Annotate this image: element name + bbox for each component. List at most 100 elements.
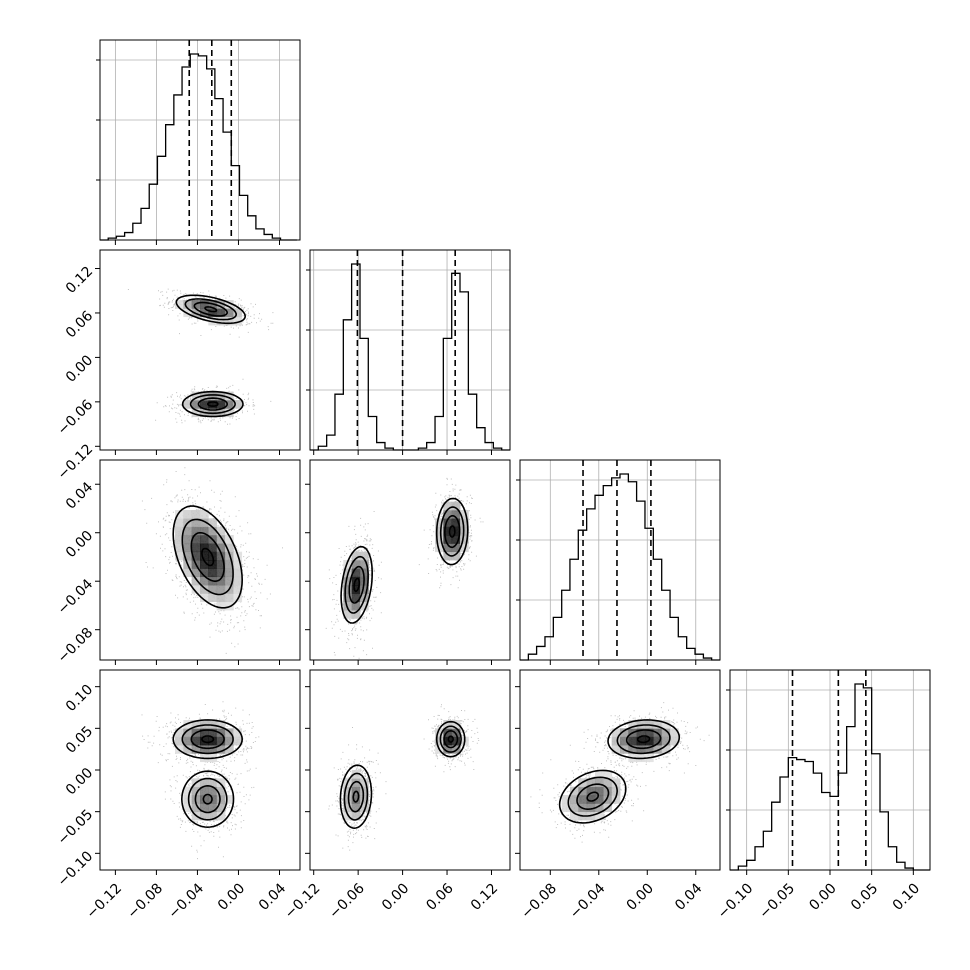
density-cell: [208, 745, 218, 754]
density-cell: [208, 803, 218, 813]
density-cell: [183, 795, 193, 804]
contour-1-1: [197, 397, 229, 411]
contour-1-0: [207, 401, 219, 407]
density-cell: [351, 795, 361, 804]
density-cell: [595, 770, 604, 779]
density-cell: [216, 736, 226, 746]
y-tick-label: −0.08: [55, 625, 97, 667]
density-cell: [225, 745, 234, 754]
density-cell: [435, 535, 444, 544]
density-cell: [360, 601, 369, 611]
density-cell: [586, 786, 596, 796]
panel-frame: [99, 249, 301, 451]
density-cell: [175, 736, 184, 746]
density-cell: [460, 535, 469, 544]
density-cell: [233, 400, 243, 409]
density-cell: [351, 560, 361, 569]
panel-frame: [309, 669, 511, 871]
density-cell: [611, 745, 621, 754]
contour-1-3: [435, 720, 466, 758]
density-cell: [443, 543, 453, 553]
density-cell: [183, 526, 193, 536]
density-cell: [216, 786, 226, 796]
density-cell: [200, 535, 209, 544]
density-cell: [216, 745, 226, 754]
contour-1-2: [189, 394, 236, 415]
density-cell: [208, 728, 218, 738]
x-tick-label: 0.00: [215, 880, 248, 913]
contour-0-2: [181, 724, 234, 755]
pair-panel-1-3: [309, 669, 511, 871]
density-cell: [343, 803, 353, 813]
density-cell: [233, 736, 243, 746]
panel-frame: [309, 249, 511, 451]
contour-0-2: [344, 555, 369, 614]
density-cell: [360, 568, 369, 578]
contour-0-0: [636, 735, 651, 744]
marginal-panel-1: [306, 249, 511, 451]
x-tick-label: −0.04: [567, 880, 609, 922]
density-cell: [183, 535, 193, 544]
x-tick-label: 0.00: [806, 880, 839, 913]
density-cell: [225, 308, 234, 318]
density-cell: [200, 551, 209, 561]
pair-panel-2-3: [519, 669, 721, 871]
contour-1-2: [439, 506, 465, 557]
density-cell: [208, 518, 218, 528]
density-cell: [443, 526, 453, 536]
marginal-panel-0: [96, 39, 301, 241]
density-cell: [628, 720, 638, 729]
density-cell: [208, 720, 218, 729]
density-cell: [208, 400, 218, 409]
density-cell: [343, 610, 353, 619]
density-cell: [200, 778, 209, 788]
contour-1-2: [567, 776, 619, 817]
scatter-points: [530, 702, 710, 843]
density-cell: [351, 585, 361, 594]
density-cell: [191, 786, 201, 796]
contour-0-2: [181, 518, 234, 596]
density-cell: [443, 720, 453, 729]
density-cell: [191, 585, 201, 594]
pair-contents: [325, 477, 484, 659]
panel-frame: [99, 39, 301, 241]
density-cell: [208, 568, 218, 578]
density-cell: [208, 543, 218, 553]
panel-frame: [519, 459, 721, 661]
histogram-1: [310, 263, 510, 451]
density-cell: [351, 568, 361, 578]
density-cell: [603, 770, 613, 779]
density-cell: [225, 795, 234, 804]
contour-0-3: [340, 545, 374, 624]
histogram-2: [520, 473, 720, 661]
density-cell: [628, 736, 638, 746]
density-cell: [443, 551, 453, 561]
y-tick-label: 0.05: [63, 723, 96, 756]
density-cell: [351, 770, 361, 779]
density-cell: [343, 786, 353, 796]
density-cell: [183, 510, 193, 519]
panel-frame: [309, 459, 511, 661]
density-cell: [645, 728, 654, 738]
density-cell: [435, 543, 444, 553]
contour-1-3: [435, 497, 469, 566]
density-cell: [661, 745, 671, 754]
density-cell: [175, 510, 184, 519]
density-cell: [460, 518, 469, 528]
density-cell: [595, 778, 604, 788]
density-cell: [351, 778, 361, 788]
x-tick-label: 0.04: [672, 880, 705, 913]
density-cell: [578, 786, 588, 796]
y-tick-label: 0.12: [63, 263, 96, 296]
density-cell: [191, 308, 201, 318]
density-cell: [443, 535, 453, 544]
density-cell: [443, 501, 453, 511]
contour-0-3: [172, 719, 244, 760]
density-cell: [451, 720, 461, 729]
density-cell: [200, 585, 209, 594]
density-cell: [200, 593, 209, 603]
density-cell: [570, 803, 579, 813]
density-cell: [586, 778, 596, 788]
density-cell: [225, 593, 234, 603]
density-cell: [183, 543, 193, 553]
